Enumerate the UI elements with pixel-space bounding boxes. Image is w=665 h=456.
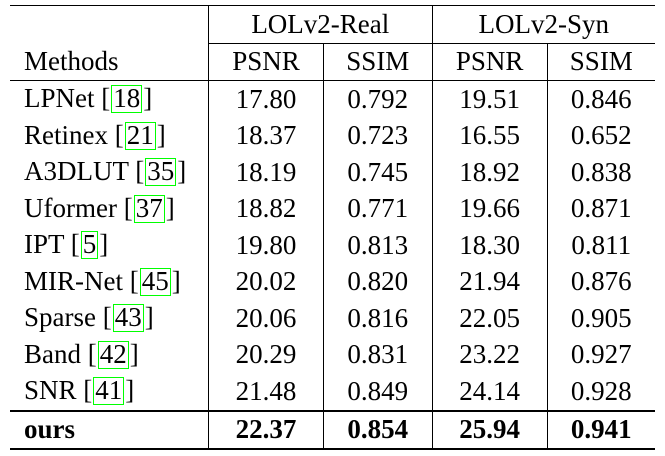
psnr-header-real: PSNR (208, 43, 325, 81)
ssim-real-cell: 0.745 (323, 154, 433, 191)
ssim-real-cell: 0.820 (323, 263, 433, 300)
citation-link[interactable]: 21 (124, 119, 156, 150)
method-name: Band [42] (10, 336, 209, 373)
psnr-syn-cell: 22.05 (432, 300, 548, 337)
methods-header: Methods (10, 43, 209, 81)
psnr-real-cell-ours: 22.37 (208, 409, 325, 450)
psnr-real-cell: 20.06 (208, 300, 325, 337)
method-name: Uformer [37] (10, 190, 209, 227)
psnr-syn-cell: 18.92 (432, 154, 548, 191)
method-name: A3DLUT [35] (10, 154, 209, 191)
ssim-syn-cell: 0.811 (571, 229, 632, 260)
method-label: Band (24, 338, 81, 369)
ssim-syn-cell: 0.652 (570, 120, 632, 151)
method-name: SNR [41] (10, 373, 209, 411)
citation-link[interactable]: 43 (112, 302, 144, 333)
ssim-real-cell-ours: 0.854 (323, 409, 433, 450)
ssim-syn-cell-ours: 0.941 (547, 409, 655, 450)
method-name: LPNet [18] (10, 80, 209, 118)
psnr-syn-cell: 19.66 (432, 190, 548, 227)
ssim-syn-cell: 0.927 (570, 339, 632, 370)
psnr-syn-cell: 18.30 (432, 227, 548, 264)
psnr-syn-cell: 24.14 (432, 373, 548, 411)
ssim-syn-cell: 0.838 (570, 156, 632, 187)
citation-link[interactable]: 45 (139, 265, 171, 296)
method-label: A3DLUT (24, 156, 129, 187)
table-row: Sparse [43] 20.06 0.816 22.05 0.905 (10, 300, 655, 337)
method-name-ours: ours (10, 409, 209, 450)
table-row: SNR [41] 21.48 0.849 24.14 0.928 (10, 373, 655, 411)
psnr-syn-cell: 19.51 (432, 80, 548, 118)
method-label: IPT (24, 229, 65, 260)
psnr-real-cell: 18.82 (208, 190, 325, 227)
ssim-header-real: SSIM (323, 43, 433, 81)
method-label: LPNet (24, 83, 95, 114)
ssim-syn-cell: 0.846 (570, 83, 632, 114)
ssim-real-cell: 0.813 (323, 227, 433, 264)
best-result-row: ours 22.37 0.854 25.94 0.941 (10, 409, 655, 450)
psnr-real-cell: 20.29 (208, 336, 325, 373)
citation-link[interactable]: 37 (133, 192, 165, 223)
citation-link[interactable]: 35 (145, 156, 177, 187)
psnr-real-cell: 20.02 (208, 263, 325, 300)
table-row: Band [42] 20.29 0.831 23.22 0.927 (10, 336, 655, 373)
psnr-real-cell: 18.19 (208, 154, 325, 191)
group-header-lolv2-real: LOLv2-Real (208, 5, 433, 44)
method-name: Sparse [43] (10, 300, 209, 337)
group-header-lolv2-syn: LOLv2-Syn (432, 5, 655, 44)
table-row: LPNet [18] 17.80 0.792 19.51 0.846 (10, 80, 655, 118)
method-label: Retinex (24, 119, 108, 150)
table-row: MIR-Net [45] 20.02 0.820 21.94 0.876 (10, 263, 655, 300)
psnr-real-cell: 21.48 (208, 373, 325, 411)
method-name: Retinex [21] (10, 117, 209, 154)
ssim-syn-cell: 0.905 (570, 302, 632, 333)
ssim-syn-cell: 0.871 (570, 193, 632, 224)
psnr-syn-cell-ours: 25.94 (432, 409, 548, 450)
psnr-real-cell: 17.80 (208, 80, 325, 118)
citation-link[interactable]: 42 (97, 338, 129, 369)
ssim-header-syn: SSIM (547, 43, 655, 81)
psnr-header-syn: PSNR (432, 43, 548, 81)
ssim-real-cell: 0.849 (323, 373, 433, 411)
ssim-real-cell: 0.792 (323, 80, 433, 118)
ssim-real-cell: 0.831 (323, 336, 433, 373)
ssim-real-cell: 0.816 (323, 300, 433, 337)
method-label: MIR-Net (24, 265, 123, 296)
results-table: LOLv2-Real LOLv2-Syn Methods PSNR SSIM P… (10, 5, 655, 450)
psnr-syn-cell: 21.94 (432, 263, 548, 300)
citation-link[interactable]: 5 (80, 229, 99, 260)
column-header-row: Methods PSNR SSIM PSNR SSIM (10, 43, 655, 81)
method-name: MIR-Net [45] (10, 263, 209, 300)
method-label: Uformer (24, 192, 117, 223)
empty-corner-cell (10, 5, 209, 43)
group-header-row: LOLv2-Real LOLv2-Syn (10, 5, 655, 44)
psnr-real-cell: 19.80 (208, 227, 325, 264)
table-row: IPT [5] 19.80 0.813 18.30 0.811 (10, 227, 655, 264)
citation-link[interactable]: 41 (93, 375, 125, 406)
method-label: SNR (24, 375, 77, 406)
table-row: Uformer [37] 18.82 0.771 19.66 0.871 (10, 190, 655, 227)
psnr-syn-cell: 16.55 (432, 117, 548, 154)
method-name: IPT [5] (10, 227, 209, 264)
table-row: A3DLUT [35] 18.19 0.745 18.92 0.838 (10, 154, 655, 191)
method-label: Sparse (24, 302, 96, 333)
psnr-syn-cell: 23.22 (432, 336, 548, 373)
ssim-real-cell: 0.771 (323, 190, 433, 227)
psnr-real-cell: 18.37 (208, 117, 325, 154)
table-row: Retinex [21] 18.37 0.723 16.55 0.652 (10, 117, 655, 154)
ssim-real-cell: 0.723 (323, 117, 433, 154)
ssim-syn-cell: 0.928 (570, 375, 632, 406)
ssim-syn-cell: 0.876 (570, 266, 632, 297)
citation-link[interactable]: 18 (111, 83, 143, 114)
